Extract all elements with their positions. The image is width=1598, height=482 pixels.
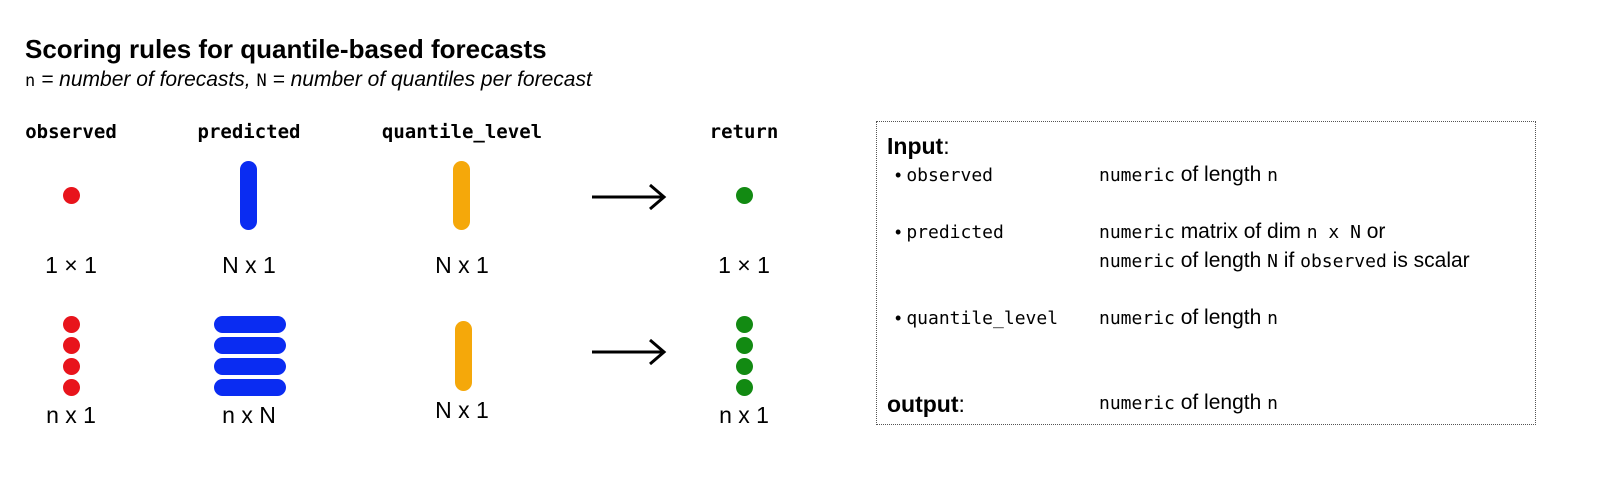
dim-label: n x N [222,402,276,428]
observed-vector-dot [63,358,80,375]
dim-label: N x 1 [435,252,489,278]
spec-desc-observed: numeric of length n [1099,163,1278,186]
observed-scalar-dot [63,187,80,204]
spec-desc-output: numeric of length n [1099,391,1278,414]
spec-item-quantile-level: • quantile_level [895,308,1059,329]
observed-vector-dot [63,316,80,333]
observed-vector-dot [63,379,80,396]
predicted-matrix-row [214,379,286,396]
return-vector-dot [736,379,753,396]
return-vector-dot [736,358,753,375]
spec-item-observed: • observed [895,165,994,186]
return-vector-dot [736,316,753,333]
N-symbol: N [256,71,267,91]
spec-desc-quantile-level: numeric of length n [1099,306,1278,329]
input-label: Input: [887,133,950,159]
predicted-matrix-row [214,316,286,333]
page-title: Scoring rules for quantile-based forecas… [25,34,547,64]
return-vector-dot [736,337,753,354]
col-header-return: return [709,121,779,143]
spec-desc-predicted-line2: numeric of length N if observed is scala… [1099,249,1470,272]
output-label: output: [887,391,965,417]
predicted-matrix-row [214,358,286,375]
observed-vector-dot [63,337,80,354]
spec-item-predicted: • predicted [895,222,1004,243]
quantile-level-bar-row2 [455,321,472,391]
return-scalar-dot [736,187,753,204]
dim-label: N x 1 [435,397,489,423]
right-arrow-icon [592,183,667,211]
n-symbol: n [25,71,36,91]
col-header-quantile-level: quantile_level [381,121,543,143]
right-arrow-icon [592,338,667,366]
N-definition: = number of quantiles per forecast [266,68,592,91]
predicted-vector-bar [240,161,257,230]
n-definition: = number of forecasts, [35,68,257,91]
col-header-predicted: predicted [197,121,301,143]
subtitle: n = number of forecasts, N = number of q… [25,68,592,92]
spec-desc-predicted-line1: numeric matrix of dim n x N or [1099,220,1386,243]
dim-label: n x 1 [719,402,769,428]
dim-label: 1 × 1 [45,252,97,278]
dim-label: n x 1 [46,402,96,428]
predicted-matrix-row [214,337,286,354]
col-header-observed: observed [25,121,117,143]
quantile-level-bar-row1 [453,161,470,230]
dim-label: 1 × 1 [718,252,770,278]
dim-label: N x 1 [222,252,276,278]
spec-box [876,121,1536,425]
